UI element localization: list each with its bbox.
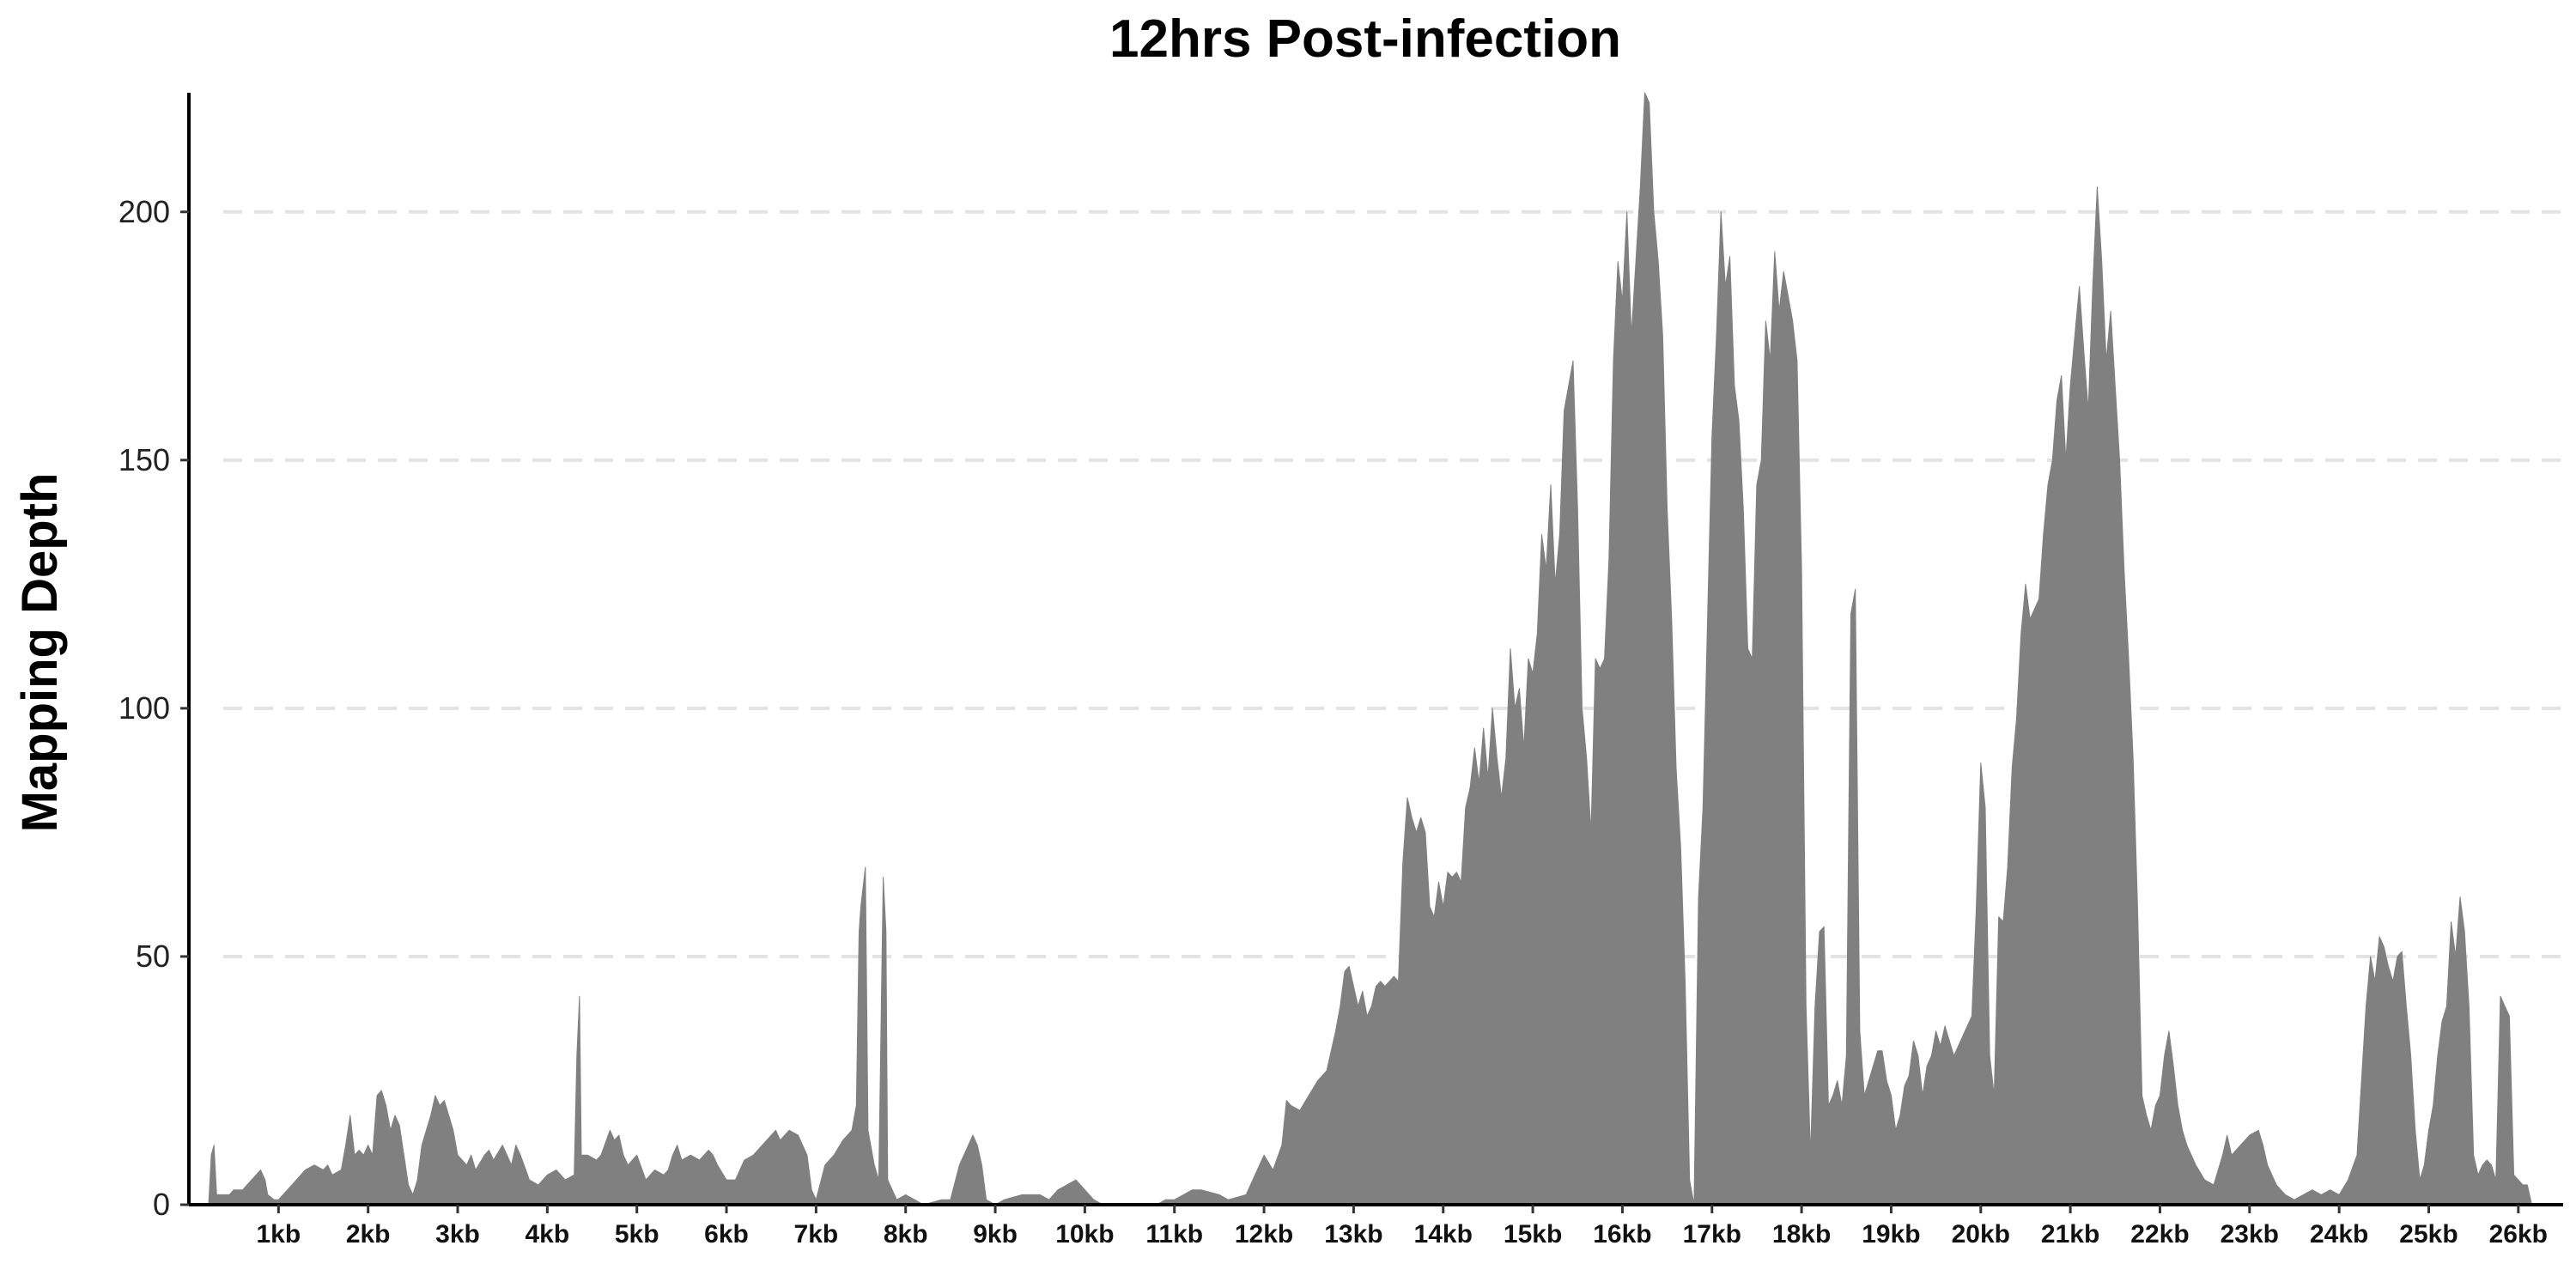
x-tick-label: 22kb: [2130, 1220, 2189, 1249]
y-tick-label: 150: [118, 442, 170, 477]
x-ticks: 1kb 2kb 3kb 4kb 5kb 6kb 7kb 8kb 9kb 10kb 11kb 12kb 1…: [256, 1205, 2548, 1249]
x-tick-label: 17kb: [1683, 1220, 1741, 1249]
x-tick-label: 4kb: [526, 1220, 570, 1249]
x-tick-label: 10kb: [1055, 1220, 1114, 1249]
x-tick-label: 25kb: [2399, 1220, 2458, 1249]
x-tick-label: 9kb: [973, 1220, 1018, 1249]
x-tick-label: 18kb: [1772, 1220, 1831, 1249]
x-tick-label: 20kb: [1952, 1220, 2010, 1249]
coverage-area: [188, 92, 2532, 1206]
x-tick-label: 12kb: [1235, 1220, 1293, 1249]
x-tick-label: 19kb: [1862, 1220, 1920, 1249]
x-tick-label: 2kb: [346, 1220, 391, 1249]
x-tick-label: 7kb: [794, 1220, 839, 1249]
x-tick-label: 14kb: [1414, 1220, 1473, 1249]
x-tick-label: 5kb: [615, 1220, 659, 1249]
x-tick-label: 11kb: [1145, 1220, 1203, 1249]
x-tick-label: 13kb: [1324, 1220, 1382, 1249]
x-tick-label: 26kb: [2489, 1220, 2548, 1249]
y-tick-label: 100: [118, 690, 170, 726]
x-tick-label: 8kb: [884, 1220, 928, 1249]
x-tick-label: 16kb: [1593, 1220, 1651, 1249]
chart-title: 12hrs Post-infection: [1109, 9, 1621, 69]
x-tick-label: 6kb: [704, 1220, 749, 1249]
y-tick-label: 200: [118, 194, 170, 229]
x-tick-label: 3kb: [435, 1220, 480, 1249]
y-axis-label: Mapping Depth: [12, 473, 68, 833]
y-tick-label: 0: [153, 1187, 170, 1222]
y-ticks: 0 50 100 150 200: [118, 194, 189, 1222]
x-tick-label: 15kb: [1504, 1220, 1562, 1249]
x-tick-label: 24kb: [2310, 1220, 2368, 1249]
y-tick-label: 50: [136, 939, 170, 974]
x-tick-label: 21kb: [2041, 1220, 2099, 1249]
x-tick-label: 23kb: [2221, 1220, 2279, 1249]
gridlines: [223, 210, 2563, 958]
x-tick-label: 1kb: [256, 1220, 301, 1249]
